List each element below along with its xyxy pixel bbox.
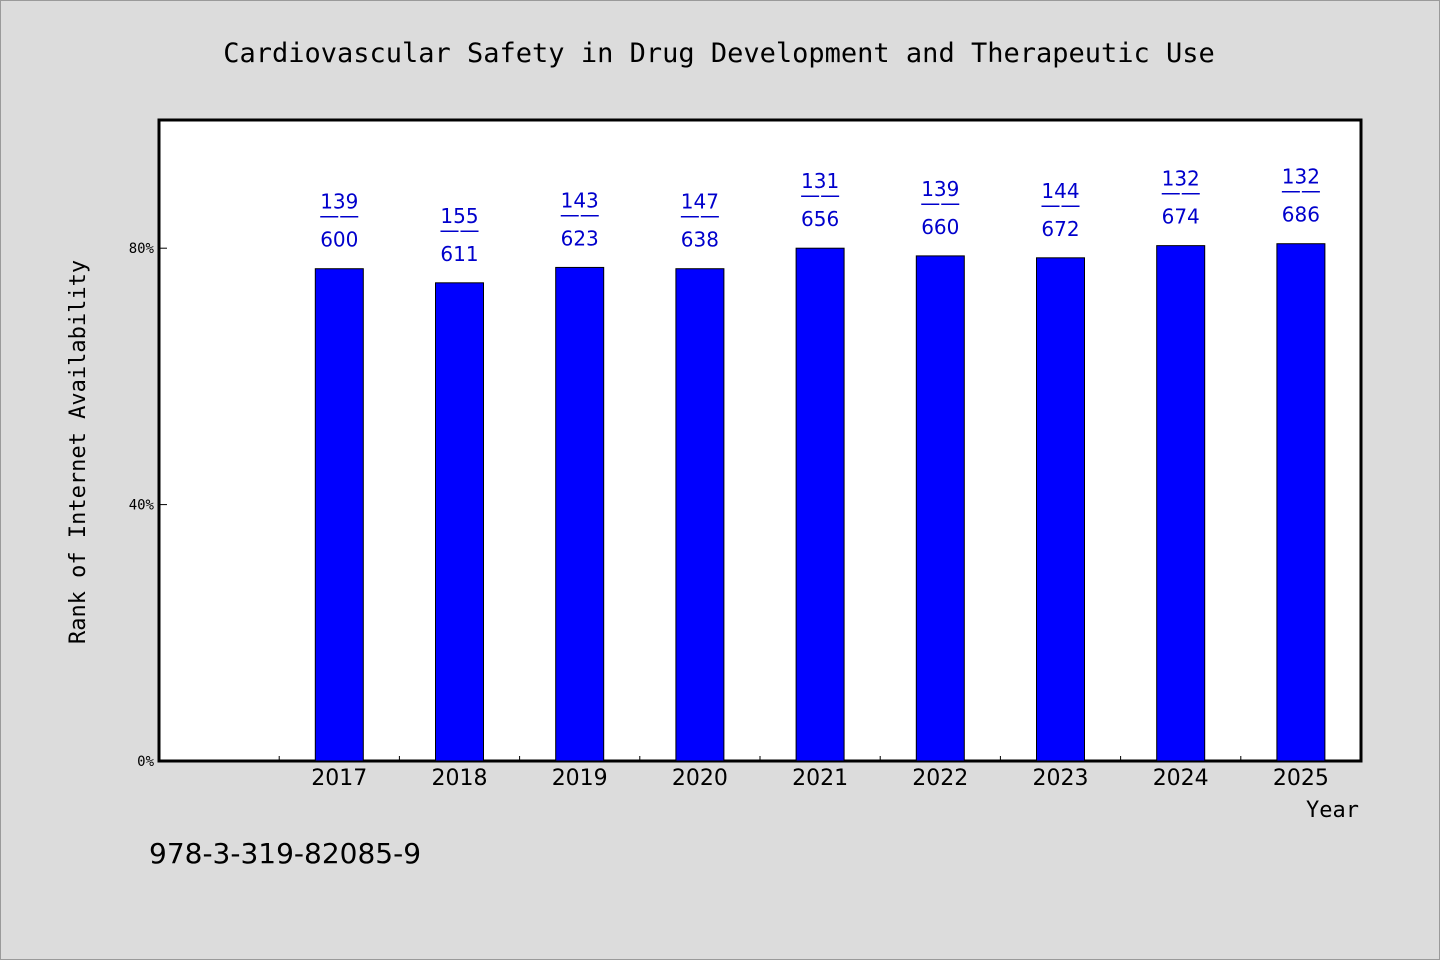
y-axis-label: Rank of Internet Availability <box>66 260 91 644</box>
x-tick-label: 2018 <box>432 766 488 791</box>
x-tick-label: 2022 <box>912 766 968 791</box>
bar-2022 <box>915 255 965 762</box>
x-tick-label: 2019 <box>552 766 608 791</box>
data-label-numerator: 139 <box>320 190 358 214</box>
data-label-denominator: 611 <box>440 242 478 266</box>
x-tick-label: 2024 <box>1153 766 1209 791</box>
data-label-denominator: 660 <box>921 215 959 239</box>
isbn-footnote: 978-3-319-82085-9 <box>149 837 421 870</box>
data-label-numerator: 155 <box>440 204 478 228</box>
data-label-separator: —— <box>680 204 720 228</box>
data-label-denominator: 686 <box>1282 203 1320 227</box>
bar-2024 <box>1156 245 1206 762</box>
x-tick-label: 2025 <box>1273 766 1329 791</box>
data-label-separator: —— <box>1281 179 1321 203</box>
bar-2017 <box>314 268 364 762</box>
bar-2019 <box>555 266 605 762</box>
data-label-separator: —— <box>440 218 480 242</box>
x-tick-label: 2017 <box>311 766 367 791</box>
data-label-denominator: 623 <box>561 226 599 250</box>
x-axis: 2017 2018 2019 2020 2021 2022 2023 2024 2025 <box>278 756 1329 791</box>
y-tick-label: 40% <box>129 498 155 514</box>
data-label-numerator: 144 <box>1041 179 1079 203</box>
data-label-numerator: 143 <box>561 188 599 212</box>
data-label-denominator: 672 <box>1041 217 1079 241</box>
bar-2021 <box>795 247 845 762</box>
data-label-separator: —— <box>560 202 600 226</box>
bar-2020 <box>675 268 725 762</box>
y-tick-label: 80% <box>129 241 155 257</box>
y-axis: 0% 40% 80% <box>129 241 167 770</box>
bar-2018 <box>435 282 484 762</box>
data-label-separator: —— <box>800 183 840 207</box>
bar-2023 <box>1036 257 1085 762</box>
data-label-separator: —— <box>920 191 960 215</box>
data-label-denominator: 656 <box>801 207 839 231</box>
data-labels: 139——600155——611143——623147——638131——656… <box>319 165 1321 266</box>
data-label-denominator: 638 <box>681 228 719 252</box>
y-tick-label: 0% <box>137 754 154 770</box>
data-label-numerator: 147 <box>681 190 719 214</box>
x-axis-label: Year <box>1306 798 1359 823</box>
data-label-separator: —— <box>1041 193 1081 217</box>
chart-title: Cardiovascular Safety in Drug Developmen… <box>223 38 1215 69</box>
data-label-numerator: 131 <box>801 169 839 193</box>
bars-layer <box>314 243 1326 762</box>
x-tick-label: 2020 <box>672 766 728 791</box>
bar-2025 <box>1276 243 1326 762</box>
data-label-separator: —— <box>1161 181 1201 205</box>
data-label-denominator: 674 <box>1162 205 1200 229</box>
x-tick-label: 2023 <box>1033 766 1089 791</box>
data-label-denominator: 600 <box>320 228 358 252</box>
data-label-separator: —— <box>319 204 359 228</box>
data-label-numerator: 132 <box>1162 167 1200 191</box>
data-label-numerator: 139 <box>921 177 959 201</box>
data-label-numerator: 132 <box>1282 165 1320 189</box>
x-tick-label: 2021 <box>792 766 848 791</box>
